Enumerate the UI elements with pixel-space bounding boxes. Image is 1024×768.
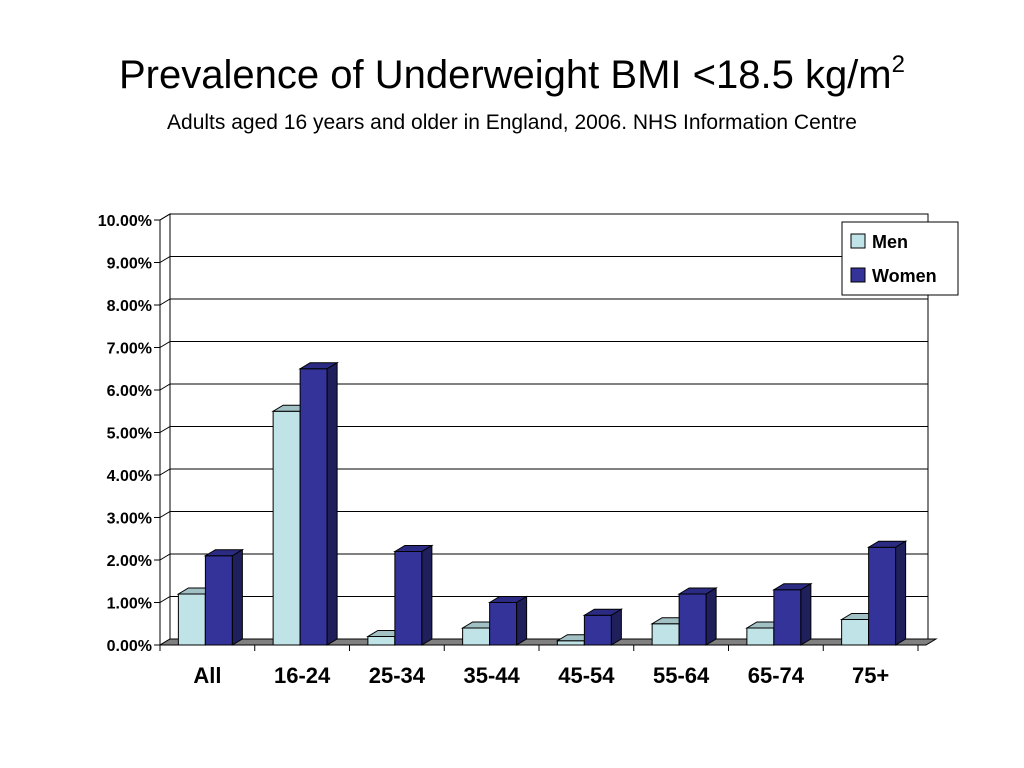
chart-title: Prevalence of Underweight BMI <18.5 kg/m…	[119, 51, 905, 97]
bar-front	[583, 614, 612, 646]
bar-women-35-44	[487, 595, 529, 646]
bar-front	[204, 555, 233, 646]
y-tick-label: 6.00%	[107, 383, 152, 400]
y-tick-label: 1.00%	[107, 596, 152, 613]
bar-side	[421, 544, 433, 646]
bar-front	[489, 602, 518, 646]
y-tick-label: 2.00%	[107, 553, 152, 570]
bar-women-45-54	[582, 608, 624, 646]
y-tick-label: 0.00%	[107, 638, 152, 655]
bars	[176, 361, 908, 646]
bar-side	[326, 361, 338, 646]
bar-side	[800, 582, 812, 646]
gridline	[159, 213, 928, 221]
gridline	[159, 468, 928, 476]
bar-women-55-64	[677, 587, 718, 646]
bar-front	[462, 627, 491, 646]
gridline	[159, 383, 928, 391]
bar-women-All	[203, 548, 245, 646]
legend-entry-women: Women	[872, 266, 937, 286]
legend-entry-men: Men	[872, 232, 908, 252]
gridline	[159, 298, 928, 306]
bar-front	[678, 593, 707, 646]
bar-front	[773, 589, 802, 646]
bar-front	[177, 593, 206, 646]
x-tick-label: 55-64	[653, 663, 710, 688]
bar-side	[516, 595, 528, 646]
bar-women-16-24	[298, 361, 339, 646]
bar-women-25-34	[393, 544, 434, 646]
x-tick-label: 35-44	[463, 663, 520, 688]
y-tick-label: 5.00%	[107, 426, 152, 443]
x-tick-label: 75+	[852, 663, 889, 688]
bar-front	[394, 551, 423, 646]
bar-side	[895, 540, 907, 646]
x-tick-label: 45-54	[558, 663, 615, 688]
x-tick-label: 16-24	[274, 663, 331, 688]
bar-front	[367, 636, 396, 646]
bar-front	[746, 627, 775, 646]
bar-side	[231, 548, 243, 646]
x-tick-label: All	[193, 663, 221, 688]
bar-front	[272, 410, 301, 646]
bar-front	[556, 640, 585, 646]
y-tick-label: 9.00%	[107, 256, 152, 273]
bar-women-65-74	[772, 582, 813, 646]
y-tick-label: 3.00%	[107, 511, 152, 528]
y-tick-label: 7.00%	[107, 341, 152, 358]
bar-front	[841, 619, 870, 646]
bar-side	[705, 587, 717, 646]
title-superscript: 2	[891, 51, 905, 78]
legend-swatch	[850, 233, 866, 249]
gridline	[159, 426, 928, 433]
x-tick-label: 65-74	[748, 663, 805, 688]
legend-swatch	[850, 267, 866, 283]
y-tick-label: 10.00%	[98, 213, 152, 230]
x-axis: All 16-24 25-34 35-44 45-54 55-64 65-74 75+	[159, 644, 926, 688]
y-axis: 0.00% 1.00% 2.00% 3.00% 4.00% 5.00% 6.00% 7.00%…	[98, 213, 161, 655]
y-tick-label: 8.00%	[107, 298, 152, 315]
bar-front	[868, 546, 897, 646]
gridline	[159, 596, 928, 603]
gridline	[159, 256, 928, 263]
chart-subtitle: Adults aged 16 years and older in Englan…	[167, 111, 857, 134]
gridlines	[159, 213, 928, 603]
x-tick-label: 25-34	[369, 663, 426, 688]
gridline	[159, 553, 928, 561]
legend: Men Women	[841, 221, 959, 296]
bar-women-75+	[866, 540, 908, 646]
gridline	[159, 511, 928, 518]
y-tick-label: 4.00%	[107, 468, 152, 485]
bar-side	[610, 608, 622, 646]
bar-front	[299, 368, 328, 646]
bar-front	[651, 623, 680, 646]
gridline	[159, 341, 928, 348]
